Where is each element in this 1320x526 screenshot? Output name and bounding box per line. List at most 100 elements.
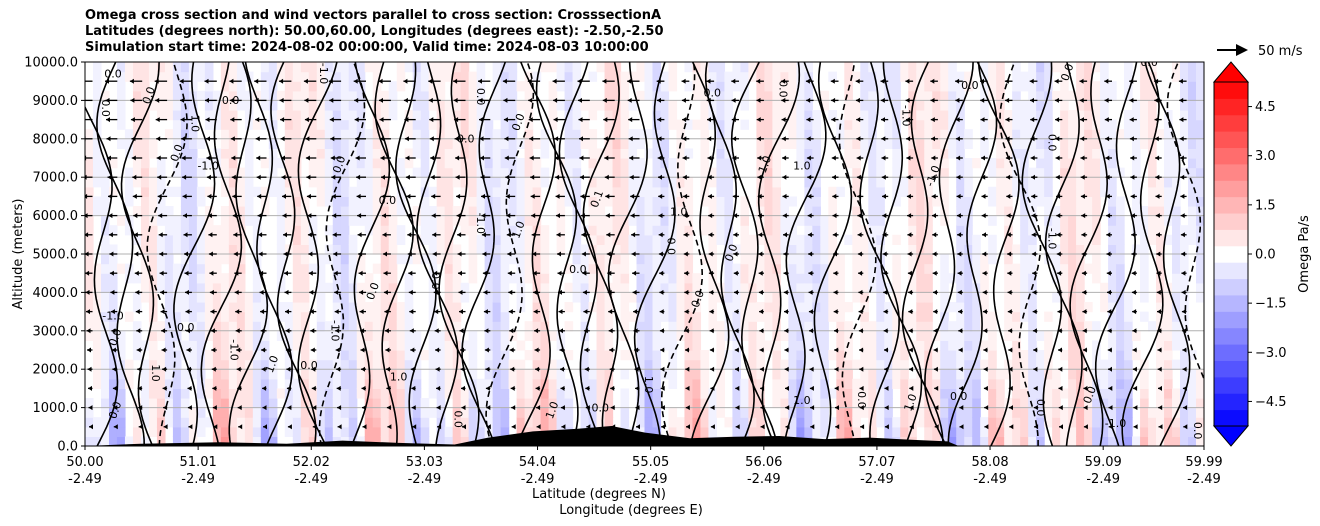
- omega-cell: [756, 311, 765, 322]
- wind-vector-head: [336, 385, 341, 391]
- omega-cell: [244, 110, 254, 121]
- omega-cell: [108, 254, 118, 265]
- omega-cell: [340, 388, 350, 399]
- wind-vector-head: [329, 117, 334, 123]
- omega-cell: [612, 244, 622, 255]
- omega-cell: [796, 388, 805, 399]
- omega-cell: [444, 186, 454, 197]
- omega-cell: [292, 186, 302, 197]
- omega-cell: [620, 282, 630, 293]
- omega-cell: [252, 436, 262, 446]
- omega-cell: [380, 388, 390, 399]
- omega-cell: [340, 129, 350, 140]
- omega-cell: [772, 311, 781, 322]
- omega-cell: [660, 196, 670, 207]
- omega-cell: [212, 167, 222, 178]
- omega-cell: [396, 62, 406, 73]
- omega-cell: [660, 167, 670, 178]
- omega-cell: [1028, 359, 1037, 370]
- omega-cell: [172, 234, 182, 245]
- omega-cell: [1108, 119, 1117, 130]
- omega-cell: [660, 273, 670, 284]
- omega-cell: [780, 110, 789, 121]
- omega-cell: [212, 100, 222, 111]
- omega-cell: [876, 378, 885, 389]
- omega-cell: [1028, 119, 1037, 130]
- omega-cell: [604, 215, 614, 226]
- omega-cell: [252, 90, 262, 101]
- omega-cell: [772, 71, 781, 82]
- omega-cell: [1172, 292, 1181, 303]
- omega-cell: [708, 321, 718, 332]
- omega-cell: [268, 81, 278, 92]
- omega-cell: [148, 196, 158, 207]
- omega-cell: [1092, 244, 1101, 255]
- omega-cell: [940, 321, 949, 332]
- omega-cell: [564, 177, 574, 188]
- omega-cell: [940, 196, 949, 207]
- omega-cell: [1132, 138, 1141, 149]
- omega-cell: [332, 186, 342, 197]
- omega-cell: [260, 350, 270, 361]
- omega-cell: [524, 273, 534, 284]
- omega-cell: [572, 158, 582, 169]
- omega-cell: [1036, 167, 1045, 178]
- omega-cell: [1188, 196, 1197, 207]
- omega-cell: [916, 129, 925, 140]
- omega-cell: [1180, 321, 1189, 332]
- omega-cell: [1172, 321, 1181, 332]
- omega-cell: [884, 100, 893, 111]
- omega-cell: [636, 292, 646, 303]
- omega-cell: [972, 263, 981, 274]
- omega-cell: [436, 81, 446, 92]
- omega-cell: [468, 273, 478, 284]
- omega-cell: [868, 148, 877, 159]
- omega-cell: [956, 110, 965, 121]
- omega-cell: [1108, 350, 1117, 361]
- omega-cell: [932, 90, 941, 101]
- omega-cell: [628, 244, 638, 255]
- omega-cell: [1196, 129, 1204, 140]
- omega-cell: [588, 215, 598, 226]
- omega-cell: [444, 110, 454, 121]
- omega-cell: [244, 158, 254, 169]
- contour-line: [924, 62, 974, 446]
- omega-cell: [428, 254, 438, 265]
- omega-cell: [380, 244, 390, 255]
- omega-cell: [1188, 215, 1197, 226]
- omega-cell: [1052, 426, 1061, 437]
- omega-cell: [916, 196, 925, 207]
- omega-cell: [324, 254, 334, 265]
- omega-cell: [908, 234, 917, 245]
- omega-cell: [1060, 158, 1069, 169]
- omega-cell: [1060, 282, 1069, 293]
- omega-cell: [580, 282, 590, 293]
- wind-vector-head: [155, 117, 160, 123]
- omega-cell: [372, 100, 382, 111]
- omega-cell: [716, 330, 726, 341]
- omega-cell: [1044, 378, 1053, 389]
- omega-cell: [1116, 359, 1125, 370]
- omega-cell: [524, 388, 534, 399]
- wind-vector-head: [235, 309, 240, 315]
- omega-cell: [780, 90, 789, 101]
- omega-cell: [492, 148, 502, 159]
- omega-cell: [364, 148, 374, 159]
- omega-cell: [316, 148, 326, 159]
- omega-cell: [156, 81, 166, 92]
- omega-cell: [964, 186, 973, 197]
- omega-cell: [1124, 340, 1133, 351]
- omega-cell: [236, 273, 246, 284]
- omega-cell: [412, 417, 422, 428]
- omega-cell: [164, 62, 174, 73]
- omega-cell: [516, 158, 526, 169]
- omega-cell: [844, 90, 853, 101]
- omega-cell: [124, 167, 134, 178]
- omega-cell: [500, 273, 510, 284]
- omega-cell: [484, 177, 494, 188]
- omega-cell: [292, 138, 302, 149]
- omega-cell: [524, 378, 534, 389]
- omega-cell: [220, 244, 230, 255]
- omega-cell: [332, 148, 342, 159]
- omega-cell: [1124, 350, 1133, 361]
